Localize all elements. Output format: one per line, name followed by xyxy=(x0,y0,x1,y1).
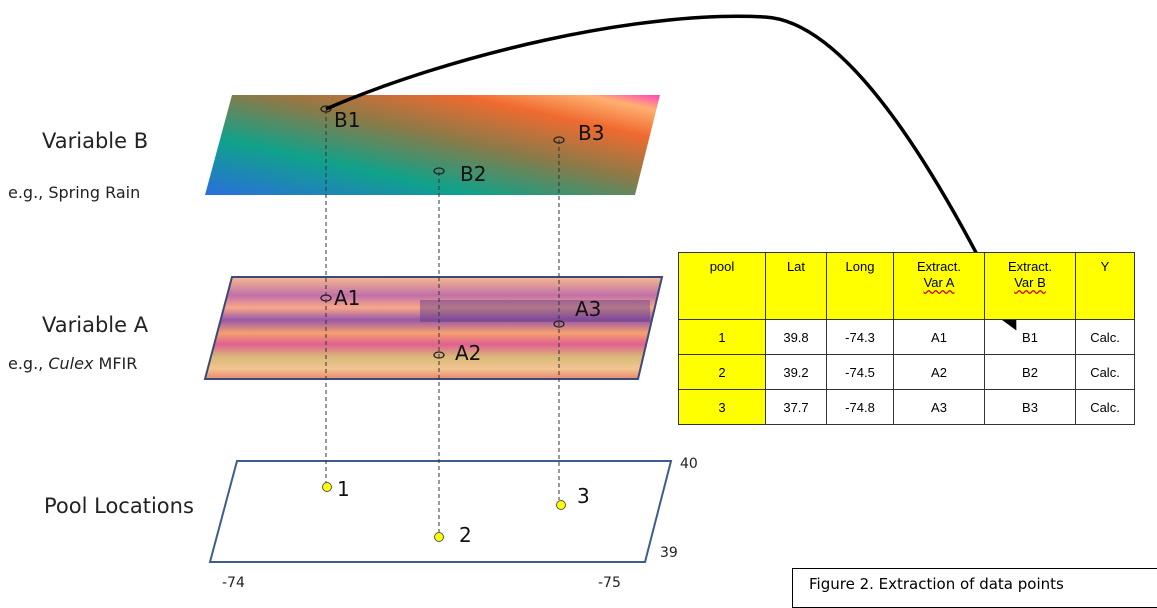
header-long: Long xyxy=(826,252,894,320)
header-extract-var-a: Extract. Var A xyxy=(893,252,985,320)
point-a3-label: A3 xyxy=(575,297,601,321)
variable-b-subtitle: e.g., Spring Rain xyxy=(8,183,141,202)
header-extract-a-line1: Extract. xyxy=(916,259,962,274)
header-extract-a-line2: Var A xyxy=(923,275,955,290)
lat-top-label: 40 xyxy=(680,456,698,472)
variable-a-band xyxy=(420,300,650,322)
pool-1-label: 1 xyxy=(337,477,350,501)
table-row: 3 37.7 -74.8 A3 B3 Calc. xyxy=(678,389,1135,425)
cell-extract-b: B1 xyxy=(984,319,1076,355)
cell-lat: 39.2 xyxy=(765,354,827,390)
cell-extract-a: A3 xyxy=(893,389,985,425)
point-b2-label: B2 xyxy=(460,162,486,186)
cell-y: Calc. xyxy=(1075,389,1135,425)
diagram-canvas: B1 B2 B3 A1 A2 A3 1 2 3 xyxy=(203,14,1017,563)
cell-extract-a: A2 xyxy=(893,354,985,390)
point-a2-label: A2 xyxy=(455,341,481,365)
variable-a-subtitle-prefix: e.g., xyxy=(8,354,49,373)
lat-bottom-label: 39 xyxy=(660,545,678,561)
header-extract-var-b: Extract. Var B xyxy=(984,252,1076,320)
pool-3-label: 3 xyxy=(577,484,590,508)
pool-locations-layer xyxy=(208,460,673,563)
point-b2-marker xyxy=(433,167,445,175)
extraction-table: pool Lat Long Extract. Var A Extract. Var … xyxy=(678,252,1135,425)
variable-a-subtitle-suffix: MFIR xyxy=(93,354,138,373)
cell-lat: 37.7 xyxy=(765,389,827,425)
point-a1-label: A1 xyxy=(334,286,360,310)
cell-pool: 1 xyxy=(678,319,766,355)
variable-a-title: Variable A xyxy=(42,313,149,337)
table-row: 2 39.2 -74.5 A2 B2 Calc. xyxy=(678,354,1135,390)
pool-1-marker xyxy=(322,482,332,492)
point-a1-marker xyxy=(320,294,332,302)
table-header-row: pool Lat Long Extract. Var A Extract. Var … xyxy=(678,252,1135,320)
point-b3-marker xyxy=(553,136,565,144)
cell-extract-b: B3 xyxy=(984,389,1076,425)
point-b1-marker xyxy=(320,105,332,113)
variable-a-layer xyxy=(203,276,664,380)
header-extract-b-line1: Extract. xyxy=(1007,259,1053,274)
point-a2-marker xyxy=(433,351,445,359)
cell-extract-b: B2 xyxy=(984,354,1076,390)
lon-left-label: -74 xyxy=(222,575,245,591)
variable-a-subtitle: e.g., Culex MFIR xyxy=(8,354,137,373)
point-a3-marker xyxy=(553,320,565,328)
cell-pool: 3 xyxy=(678,389,766,425)
variable-a-subtitle-italic: Culex xyxy=(48,354,94,373)
pool-2-label: 2 xyxy=(459,523,472,547)
point-b1-label: B1 xyxy=(334,108,360,132)
header-y: Y xyxy=(1075,252,1135,320)
figure-caption: Figure 2. Extraction of data points xyxy=(792,568,1157,608)
table-row: 1 39.8 -74.3 A1 B1 Calc. xyxy=(678,319,1135,355)
pool-locations-title: Pool Locations xyxy=(44,494,194,518)
header-lat: Lat xyxy=(765,252,827,320)
cell-long: -74.8 xyxy=(826,389,894,425)
point-b3-label: B3 xyxy=(578,121,604,145)
variable-b-layer xyxy=(205,95,660,195)
cell-long: -74.5 xyxy=(826,354,894,390)
variable-b-title: Variable B xyxy=(42,129,149,153)
lon-right-label: -75 xyxy=(598,575,621,591)
cell-y: Calc. xyxy=(1075,319,1135,355)
header-pool: pool xyxy=(678,252,766,320)
cell-long: -74.3 xyxy=(826,319,894,355)
header-extract-b-line2: Var B xyxy=(1014,275,1046,290)
cell-pool: 2 xyxy=(678,354,766,390)
cell-extract-a: A1 xyxy=(893,319,985,355)
pool-2-marker xyxy=(434,532,444,542)
cell-y: Calc. xyxy=(1075,354,1135,390)
cell-lat: 39.8 xyxy=(765,319,827,355)
extraction-arrow xyxy=(325,14,1017,331)
pool-3-marker xyxy=(556,500,566,510)
